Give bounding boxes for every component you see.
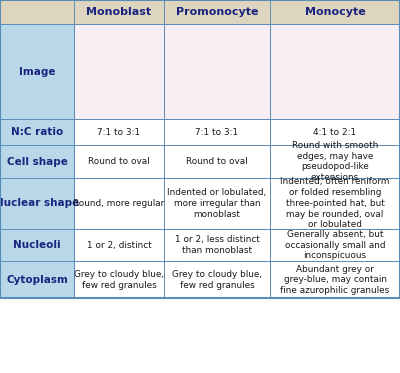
Text: Cytoplasm: Cytoplasm (6, 275, 68, 285)
Text: Grey to cloudy blue,
few red granules: Grey to cloudy blue, few red granules (74, 270, 164, 290)
Text: Monoblast: Monoblast (86, 7, 152, 17)
Bar (0, 229, 74, 261)
Bar (270, 24, 400, 119)
Bar (0, 0, 400, 298)
Bar (74, 261, 164, 298)
Bar (74, 119, 164, 145)
Text: Indented, often reniform
or folded resembling
three-pointed hat, but
may be roun: Indented, often reniform or folded resem… (280, 178, 390, 229)
Text: Cell shape: Cell shape (6, 157, 68, 166)
Text: 7:1 to 3:1: 7:1 to 3:1 (98, 128, 140, 137)
Text: Round to oval: Round to oval (88, 157, 150, 166)
Text: N:C ratio: N:C ratio (11, 127, 63, 137)
Bar (164, 229, 270, 261)
Bar (164, 119, 270, 145)
Text: Monocyte: Monocyte (305, 7, 365, 17)
Text: Abundant grey or
grey-blue, may contain
fine azurophilic granules: Abundant grey or grey-blue, may contain … (280, 265, 390, 295)
Bar (164, 24, 270, 119)
Text: Promonocyte: Promonocyte (176, 7, 258, 17)
Bar (270, 229, 400, 261)
Bar (0, 178, 74, 229)
Text: 1 or 2, less distinct
than monoblast: 1 or 2, less distinct than monoblast (174, 235, 260, 255)
Bar (270, 178, 400, 229)
Bar (270, 119, 400, 145)
Text: Nuclear shape: Nuclear shape (0, 198, 79, 209)
Bar (0, 0, 74, 24)
Bar (74, 145, 164, 178)
Bar (164, 0, 270, 24)
Text: Image: Image (19, 67, 55, 77)
Bar (0, 145, 74, 178)
Text: 7:1 to 3:1: 7:1 to 3:1 (196, 128, 238, 137)
Bar (74, 178, 164, 229)
Bar (0, 261, 74, 298)
Bar (164, 178, 270, 229)
Text: Generally absent, but
occasionally small and
inconspicuous: Generally absent, but occasionally small… (285, 230, 385, 260)
Bar (270, 0, 400, 24)
Bar (0, 119, 74, 145)
Text: Nucleoli: Nucleoli (13, 240, 61, 250)
Text: Round, more regular: Round, more regular (73, 199, 165, 208)
Text: Grey to cloudy blue,
few red granules: Grey to cloudy blue, few red granules (172, 270, 262, 290)
Text: 1 or 2, distinct: 1 or 2, distinct (87, 241, 151, 250)
Bar (0, 24, 74, 119)
Bar (270, 261, 400, 298)
Bar (164, 261, 270, 298)
Text: Round to oval: Round to oval (186, 157, 248, 166)
Text: Round with smooth
edges, may have
pseudopod-like
extensions: Round with smooth edges, may have pseudo… (292, 141, 378, 182)
Bar (74, 229, 164, 261)
Text: 4:1 to 2:1: 4:1 to 2:1 (314, 128, 356, 137)
Bar (164, 145, 270, 178)
Text: Indented or lobulated,
more irregular than
monoblast: Indented or lobulated, more irregular th… (167, 188, 267, 219)
Bar (74, 0, 164, 24)
Bar (74, 24, 164, 119)
Bar (270, 145, 400, 178)
